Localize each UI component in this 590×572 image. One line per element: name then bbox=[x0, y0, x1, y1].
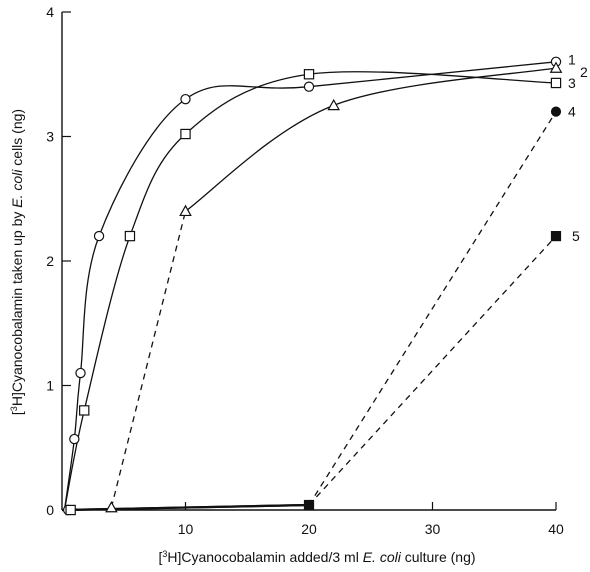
series-1-point bbox=[69, 433, 80, 445]
series-3-point bbox=[550, 77, 562, 89]
series-2-point bbox=[327, 98, 341, 111]
series-3-line bbox=[63, 71, 557, 511]
series-2-dashed-line bbox=[110, 211, 187, 508]
series-3-point bbox=[65, 504, 76, 516]
series-3-point bbox=[79, 405, 90, 416]
series-5-baseline bbox=[61, 503, 310, 512]
axis-title-part: E. coli bbox=[363, 549, 402, 565]
series-2-point bbox=[179, 204, 192, 217]
axis-title-part: E. coli bbox=[9, 169, 25, 208]
y-tick-label: 0 bbox=[46, 502, 54, 518]
y-tick-label: 1 bbox=[46, 378, 54, 394]
series-5-point bbox=[550, 231, 562, 242]
series-5-point bbox=[303, 499, 315, 511]
series-2-point bbox=[549, 61, 563, 73]
axis-title-part: H]Cyanocobalamin added/3 ml bbox=[167, 549, 362, 565]
axis-title-part: H]Cyanocobalamin taken up by bbox=[9, 208, 25, 406]
series-1-point bbox=[303, 81, 315, 92]
y-axis-title: [3H]Cyanocobalamin taken up by E. coli c… bbox=[9, 109, 25, 415]
axes: 0 1 2 3 4 10 20 30 40 bbox=[46, 4, 564, 537]
series-lines bbox=[61, 61, 557, 512]
series-markers bbox=[62, 56, 563, 516]
series-1-point bbox=[93, 230, 105, 242]
series-2-line bbox=[185, 67, 557, 212]
axis-title-part: culture (ng) bbox=[401, 549, 476, 565]
x-tick-label: 20 bbox=[301, 521, 317, 537]
x-axis-title: [3H]Cyanocobalamin added/3 ml E. coli cu… bbox=[158, 549, 475, 565]
y-tick-label: 4 bbox=[46, 4, 54, 20]
y-tick-label: 2 bbox=[46, 253, 54, 269]
series-1-label: 1 bbox=[568, 51, 576, 67]
series-3-point bbox=[303, 69, 315, 80]
series-5-dashed-line bbox=[308, 235, 557, 506]
series-4-dashed-line bbox=[308, 111, 557, 506]
series-5-label: 5 bbox=[572, 228, 580, 244]
series-3-point bbox=[124, 230, 136, 242]
axis-title-part: [ bbox=[158, 549, 162, 565]
series-2-label: 2 bbox=[580, 64, 588, 80]
series-2-point bbox=[105, 500, 118, 513]
x-tick-label: 30 bbox=[425, 521, 441, 537]
x-tick-label: 10 bbox=[178, 521, 194, 537]
series-1-point bbox=[75, 367, 86, 379]
series-1-point bbox=[180, 93, 191, 105]
series-4-label: 4 bbox=[568, 104, 576, 120]
axis-title-part: 3 bbox=[162, 549, 167, 559]
axis-title-part: 3 bbox=[9, 406, 19, 411]
series-labels: 123 4 5 bbox=[568, 51, 588, 244]
series-1-line bbox=[63, 61, 557, 511]
y-tick-label: 3 bbox=[46, 129, 54, 145]
series-4-point bbox=[550, 106, 562, 117]
series-3-point bbox=[180, 128, 191, 140]
axis-title-part: [ bbox=[9, 411, 25, 415]
axis-title-part: cells (ng) bbox=[9, 109, 25, 170]
x-tick-label: 40 bbox=[548, 521, 564, 537]
series-3-label: 3 bbox=[568, 75, 576, 91]
